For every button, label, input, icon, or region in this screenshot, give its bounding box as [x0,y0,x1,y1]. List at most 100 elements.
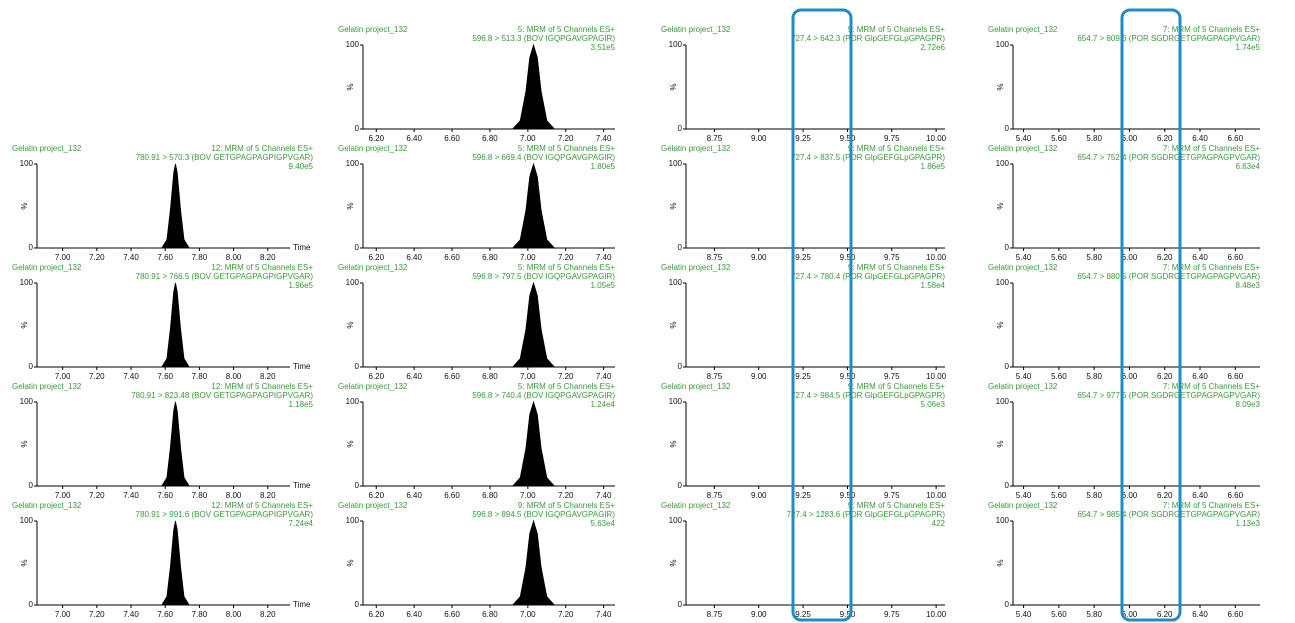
x-tick-label: 8.00 [226,610,242,619]
y-tick-label: 100 [346,40,360,49]
y-axis-label: % [996,559,1005,566]
y-axis-label: % [20,321,29,328]
y-tick-label: 0 [29,481,34,490]
x-tick-label: 5.60 [1051,253,1067,262]
x-tick-label: 5.80 [1086,253,1102,262]
x-tick-label: 6.20 [1157,253,1173,262]
sample-name: Gelatin project_132 [12,382,82,391]
intensity-label: 3.51e5 [591,43,616,52]
x-tick-label: 6.40 [1192,610,1208,619]
y-tick-label: 0 [29,243,34,252]
transition-label: 727.4 > 837.5 (POR GlpGEFGLpGPAGPR) [791,153,945,162]
y-tick-label: 0 [1005,243,1010,252]
channel-title: 12: MRM of 5 Channels ES+ [211,382,313,391]
x-tick-label: 6.80 [482,253,498,262]
y-tick-label: 100 [996,397,1010,406]
y-tick-label: 0 [678,481,683,490]
peak-area [363,519,615,606]
x-tick-label: 9.00 [751,491,767,500]
x-tick-label: 6.60 [444,610,460,619]
x-tick-label: 5.80 [1086,372,1102,381]
x-tick-label: 9.75 [884,134,900,143]
x-tick-label: 9.00 [751,610,767,619]
x-tick-label: 7.00 [55,372,71,381]
transition-label: 596.8 > 797.5 (BOV IGQPGAVGPAGIR) [472,272,615,281]
intensity-label: 1.58e4 [921,281,946,290]
x-tick-label: 9.75 [884,610,900,619]
x-tick-label: 7.00 [520,134,536,143]
x-tick-label: 5.40 [1016,610,1032,619]
sample-name: Gelatin project_132 [988,144,1058,153]
sample-name: Gelatin project_132 [988,263,1058,272]
y-axis-label: % [346,559,355,566]
y-tick-label: 0 [678,362,683,371]
transition-label: 727.4 > 780.4 (POR GlpGEFGLpGPAGPR) [791,272,945,281]
x-tick-label: 6.80 [482,610,498,619]
x-tick-label: 6.60 [1228,372,1244,381]
x-tick-label: 6.60 [444,372,460,381]
y-axis-label: % [669,559,678,566]
x-tick-label: 7.20 [558,134,574,143]
x-tick-label: 8.00 [226,491,242,500]
transition-label: 596.8 > 740.4 (BOV IGQPGAVGPAGIR) [472,391,615,400]
sample-name: Gelatin project_132 [12,263,82,272]
sample-name: Gelatin project_132 [12,144,82,153]
x-tick-label: 6.40 [406,491,422,500]
x-axis-label: Time [293,600,311,609]
y-tick-label: 100 [346,516,360,525]
x-tick-label: 9.50 [840,253,856,262]
x-tick-label: 7.20 [558,610,574,619]
x-tick-label: 6.00 [1122,253,1138,262]
y-axis-label: % [669,202,678,209]
peak-area [37,163,290,249]
channel-title: 7: MRM of 5 Channels ES+ [1163,501,1260,510]
x-tick-label: 6.60 [1228,491,1244,500]
x-tick-label: 7.20 [89,491,105,500]
sample-name: Gelatin project_132 [12,501,82,510]
y-tick-label: 0 [678,600,683,609]
y-tick-label: 100 [669,159,683,168]
channel-title: 9: MRM of 5 Channels ES+ [848,501,945,510]
y-axis-label: % [669,83,678,90]
x-tick-label: 8.75 [707,134,723,143]
x-tick-label: 7.00 [55,491,71,500]
channel-title: 9: MRM of 5 Channels ES+ [848,263,945,272]
sample-name: Gelatin project_132 [661,144,731,153]
x-tick-label: 7.00 [520,253,536,262]
x-tick-label: 10.00 [926,372,947,381]
peak-area [37,520,290,606]
x-tick-label: 6.40 [406,253,422,262]
peak-area [37,282,290,368]
y-tick-label: 100 [20,159,34,168]
x-tick-label: 7.80 [192,253,208,262]
x-tick-label: 7.40 [123,610,139,619]
x-tick-label: 9.75 [884,372,900,381]
x-tick-label: 8.00 [226,372,242,381]
y-axis-label: % [346,321,355,328]
y-axis-label: % [669,440,678,447]
transition-label: 780.91 > 570.3 (BOV GETGPAGPAGPIGPVGAR) [136,153,314,162]
x-tick-label: 7.40 [596,372,612,381]
transition-label: 727.4 > 1283.6 (POR GlpGEFGLpGPAGPR) [787,510,946,519]
x-tick-label: 9.00 [751,372,767,381]
x-axis-label: Time [293,362,311,371]
y-tick-label: 100 [669,397,683,406]
y-tick-label: 0 [355,481,360,490]
y-axis-label: % [20,440,29,447]
x-tick-label: 5.40 [1016,253,1032,262]
y-tick-label: 100 [346,397,360,406]
transition-label: 780.91 > 766.5 (BOV GETGPAGPAGPIGPVGAR) [136,272,314,281]
peak-area [363,43,615,130]
highlight-box [791,8,853,622]
channel-title: 7: MRM of 5 Channels ES+ [1163,25,1260,34]
transition-label: 654.7 > 977.5 (POR SGDRGETGPAGPAGPVGAR) [1077,391,1260,400]
y-tick-label: 100 [669,516,683,525]
x-tick-label: 5.60 [1051,134,1067,143]
intensity-label: 8.09e3 [1236,400,1261,409]
channel-title: 9: MRM of 5 Channels ES+ [848,382,945,391]
x-tick-label: 9.25 [795,134,811,143]
x-tick-label: 8.75 [707,491,723,500]
channel-title: 7: MRM of 5 Channels ES+ [1163,382,1260,391]
intensity-label: 1.05e5 [591,281,616,290]
channel-title: 7: MRM of 5 Channels ES+ [1163,144,1260,153]
